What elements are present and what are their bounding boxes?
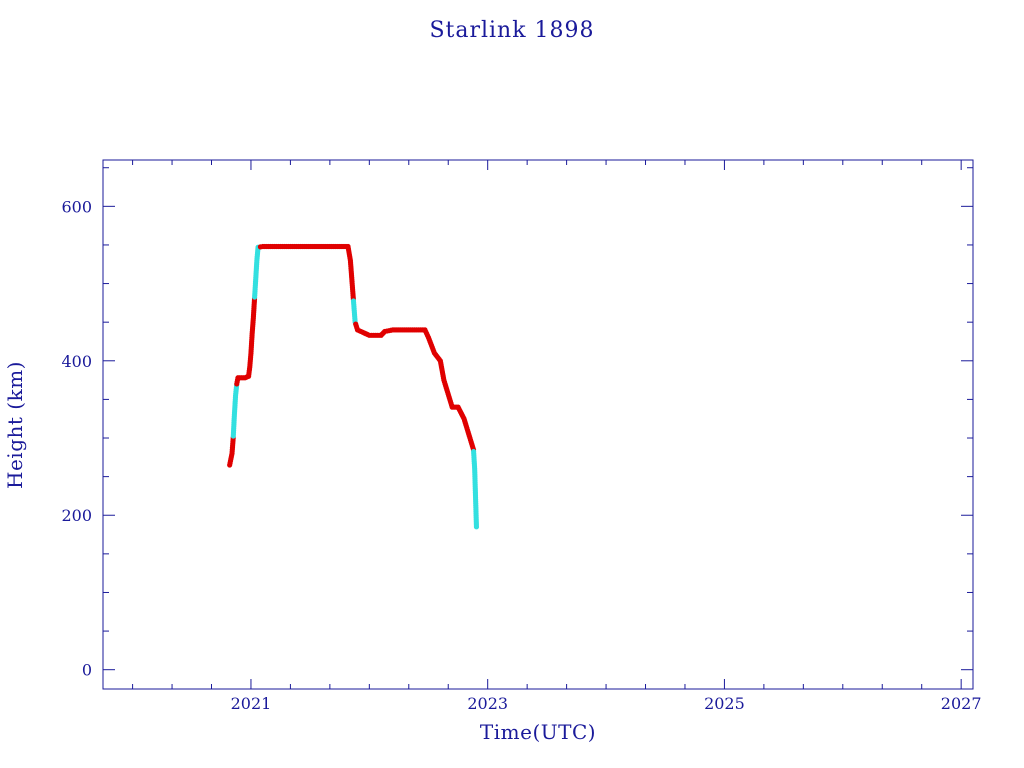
y-tick-label: 600 xyxy=(61,197,92,216)
y-axis-label: Height (km) xyxy=(3,361,27,489)
x-tick-label: 2023 xyxy=(467,694,508,713)
tick-labels: 2021 2023 2025 2027 0 200 400 600 xyxy=(61,197,981,713)
x-tick-label: 2025 xyxy=(704,694,745,713)
chart-title: Starlink 1898 xyxy=(429,18,594,43)
x-axis-label: Time(UTC) xyxy=(480,720,596,744)
data-point xyxy=(473,524,480,530)
data-points xyxy=(227,243,480,530)
y-tick-label: 400 xyxy=(61,352,92,371)
plot-frame xyxy=(102,159,974,690)
axis-ticks xyxy=(103,160,973,689)
x-tick-label: 2021 xyxy=(231,694,272,713)
y-tick-label: 200 xyxy=(61,506,92,525)
y-tick-label: 0 xyxy=(82,661,92,680)
plot-border xyxy=(102,159,974,690)
x-tick-label: 2027 xyxy=(941,694,982,713)
